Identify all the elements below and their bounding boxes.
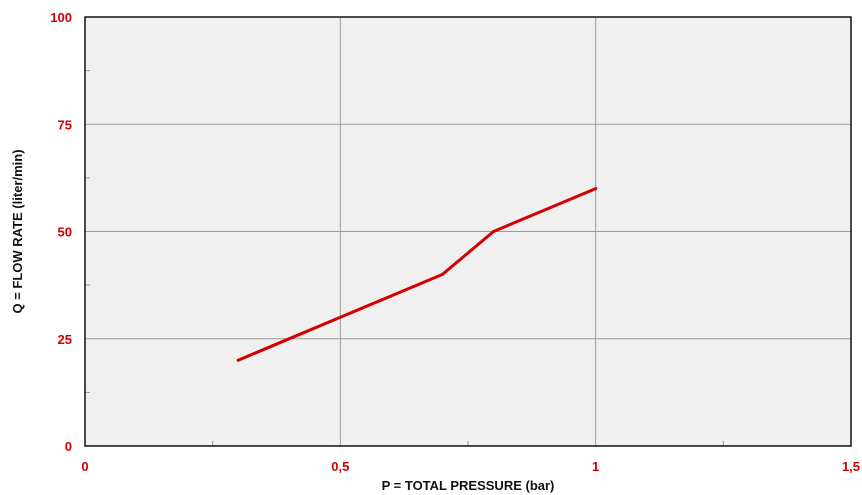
data-point — [594, 187, 598, 191]
x-tick-label: 1 — [592, 459, 599, 474]
x-tick-label: 0,5 — [331, 459, 349, 474]
grid-lines — [85, 17, 851, 446]
x-tick-label: 0 — [81, 459, 88, 474]
series-layer — [236, 187, 598, 362]
x-axis-title: P = TOTAL PRESSURE (bar) — [382, 478, 555, 493]
y-tick-label: 25 — [58, 332, 72, 347]
tick-labels: 0 0,5 1 1,5 0 25 50 75 100 — [50, 10, 860, 474]
x-tick-label: 1,5 — [842, 459, 860, 474]
minor-ticks — [85, 70, 724, 446]
y-tick-label: 100 — [50, 10, 72, 25]
plot-border — [84, 16, 852, 447]
series-line — [236, 187, 598, 362]
data-point — [492, 230, 496, 233]
data-point — [440, 272, 444, 276]
data-point — [236, 358, 240, 362]
y-tick-label: 75 — [58, 117, 72, 132]
y-tick-label: 50 — [58, 225, 72, 240]
y-tick-label: 0 — [65, 439, 72, 454]
y-axis-title: Q = FLOW RATE (liter/min) — [10, 149, 25, 313]
